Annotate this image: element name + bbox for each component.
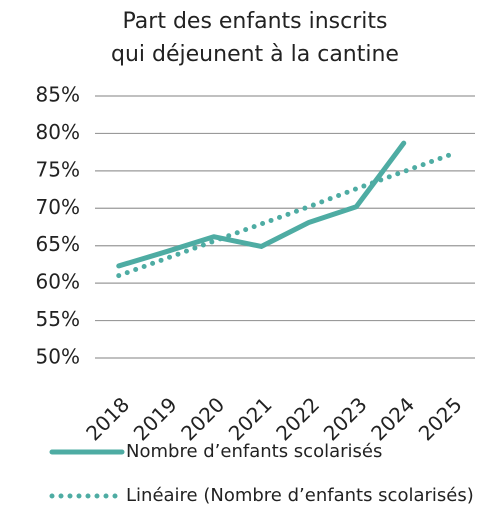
y-tick-label: 65% [36,232,80,256]
x-tick-label: 2018 [81,392,134,445]
y-tick-label: 75% [36,157,80,181]
x-tick-label: 2022 [271,392,324,445]
legend-label: Linéaire (Nombre d’enfants scolarisés) [126,485,474,506]
x-tick-label: 2019 [129,392,182,445]
x-tick-label: 2023 [319,392,372,445]
legend-label: Nombre d’enfants scolarisés [126,441,382,462]
y-tick-label: 60% [36,270,80,294]
y-tick-label: 70% [36,195,80,219]
x-tick-label: 2025 [414,392,467,445]
y-tick-label: 50% [36,345,80,369]
chart-title: qui déjeunent à la cantine [111,42,399,67]
y-tick-label: 85% [36,83,80,107]
x-tick-label: 2021 [224,392,277,445]
y-tick-label: 55% [36,307,80,331]
y-tick-label: 80% [36,120,80,144]
x-tick-label: 2020 [176,392,229,445]
line-series [116,151,454,279]
x-tick-label: 2024 [366,392,419,445]
line-series [116,140,407,269]
chart-title: Part des enfants inscrits [123,9,388,34]
